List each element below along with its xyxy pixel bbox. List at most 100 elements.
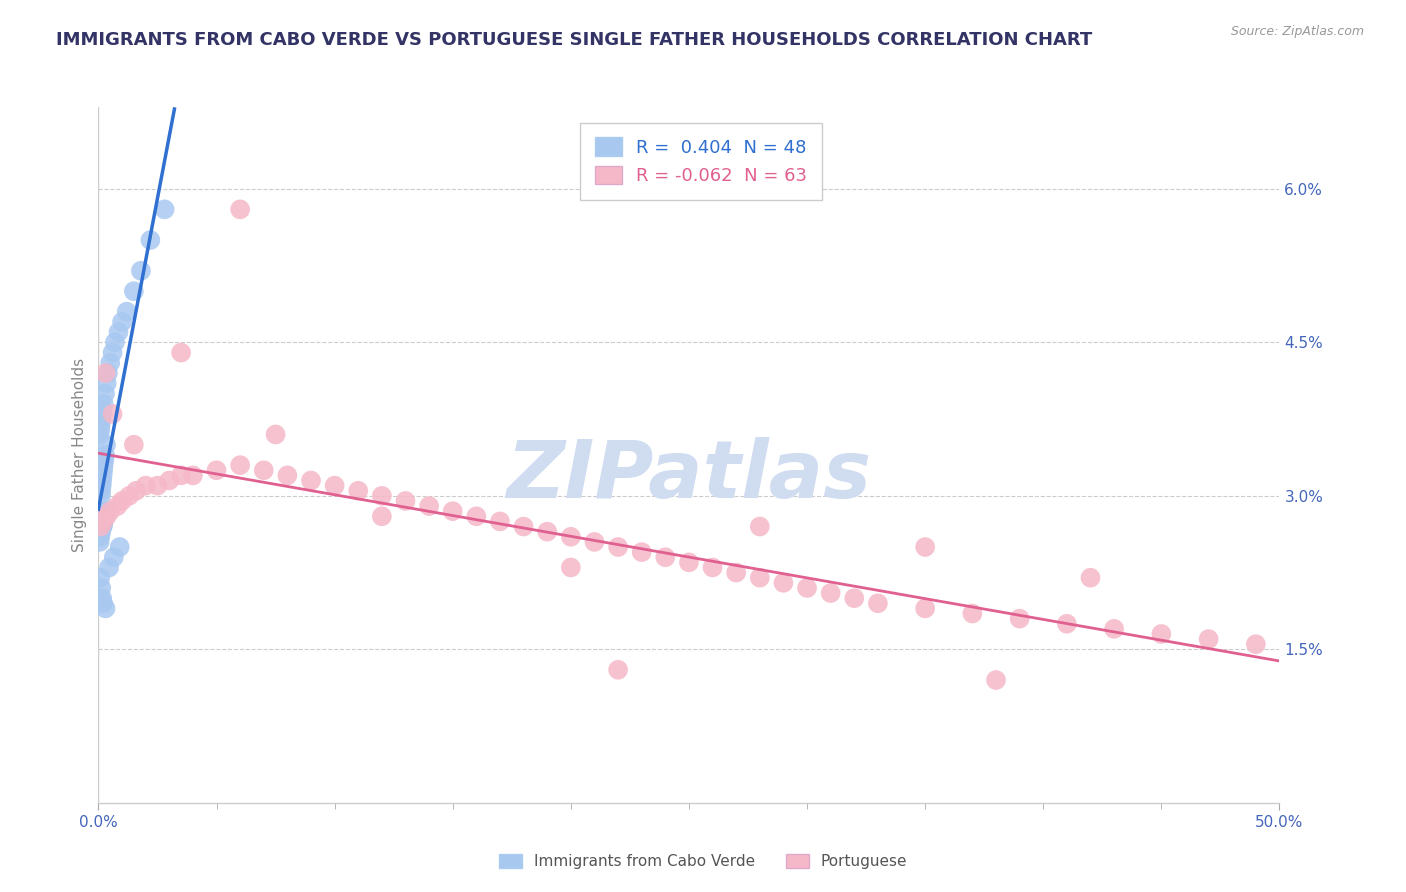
Point <box>512 519 534 533</box>
Point <box>91 468 114 483</box>
Point <box>441 504 464 518</box>
Point <box>394 494 416 508</box>
Point <box>89 571 111 585</box>
Point <box>1150 627 1173 641</box>
Point <box>115 304 138 318</box>
Point <box>772 575 794 590</box>
Point <box>89 530 111 544</box>
Point <box>91 596 114 610</box>
Point <box>914 540 936 554</box>
Point <box>96 509 118 524</box>
Point <box>90 417 112 432</box>
Point <box>93 397 115 411</box>
Point <box>122 284 145 298</box>
Point <box>630 545 652 559</box>
Point <box>94 366 117 380</box>
Point <box>607 540 630 554</box>
Point <box>157 474 180 488</box>
Point <box>89 535 111 549</box>
Point <box>536 524 558 539</box>
Point <box>1244 637 1267 651</box>
Point <box>111 315 134 329</box>
Point <box>90 581 112 595</box>
Point <box>229 458 252 472</box>
Point <box>371 509 394 524</box>
Point <box>93 453 115 467</box>
Point <box>90 519 112 533</box>
Point <box>276 468 298 483</box>
Point <box>125 483 148 498</box>
Point <box>962 607 984 621</box>
Point <box>96 376 118 391</box>
Point <box>91 591 114 606</box>
Y-axis label: Single Father Households: Single Father Households <box>72 358 87 552</box>
Point <box>984 673 1007 687</box>
Point <box>111 494 134 508</box>
Point <box>105 499 128 513</box>
Point <box>418 499 440 513</box>
Point <box>1056 616 1078 631</box>
Point <box>748 571 770 585</box>
Point <box>101 407 124 421</box>
Point <box>98 356 121 370</box>
Point <box>91 401 114 416</box>
Point <box>153 202 176 217</box>
Point <box>139 233 162 247</box>
Point <box>146 478 169 492</box>
Point <box>97 366 120 380</box>
Point <box>299 474 322 488</box>
Point <box>90 478 112 492</box>
Point <box>654 550 676 565</box>
Point <box>135 478 157 492</box>
Point <box>323 478 346 492</box>
Point <box>91 474 114 488</box>
Point <box>170 345 193 359</box>
Point <box>583 535 606 549</box>
Point <box>264 427 287 442</box>
Point <box>104 335 127 350</box>
Point <box>560 530 582 544</box>
Point <box>90 489 112 503</box>
Point <box>98 560 121 574</box>
Legend: R =  0.404  N = 48, R = -0.062  N = 63: R = 0.404 N = 48, R = -0.062 N = 63 <box>581 123 821 200</box>
Point <box>93 509 115 524</box>
Point <box>914 601 936 615</box>
Point <box>94 448 117 462</box>
Point <box>560 560 582 574</box>
Point <box>229 202 252 217</box>
Text: IMMIGRANTS FROM CABO VERDE VS PORTUGUESE SINGLE FATHER HOUSEHOLDS CORRELATION CH: IMMIGRANTS FROM CABO VERDE VS PORTUGUESE… <box>56 31 1092 49</box>
Point <box>1008 612 1031 626</box>
Point <box>94 508 117 522</box>
Point <box>844 591 866 606</box>
Point <box>101 345 124 359</box>
Point <box>796 581 818 595</box>
Point <box>94 601 117 615</box>
Point <box>91 515 114 529</box>
Point <box>91 519 114 533</box>
Point <box>678 555 700 569</box>
Point <box>94 438 117 452</box>
Point <box>89 422 111 436</box>
Point <box>465 509 488 524</box>
Point <box>122 438 145 452</box>
Point <box>107 325 129 339</box>
Point <box>98 504 121 518</box>
Point <box>103 550 125 565</box>
Point <box>181 468 204 483</box>
Point <box>91 519 114 533</box>
Text: ZIPatlas: ZIPatlas <box>506 437 872 515</box>
Point <box>1080 571 1102 585</box>
Point <box>118 489 141 503</box>
Point <box>91 407 114 421</box>
Point <box>1102 622 1125 636</box>
Point <box>91 463 114 477</box>
Legend: Immigrants from Cabo Verde, Portuguese: Immigrants from Cabo Verde, Portuguese <box>492 848 914 875</box>
Point <box>820 586 842 600</box>
Point <box>489 515 512 529</box>
Point <box>170 468 193 483</box>
Point <box>90 412 112 426</box>
Point <box>725 566 748 580</box>
Point <box>607 663 630 677</box>
Point <box>91 517 114 532</box>
Point <box>108 540 131 554</box>
